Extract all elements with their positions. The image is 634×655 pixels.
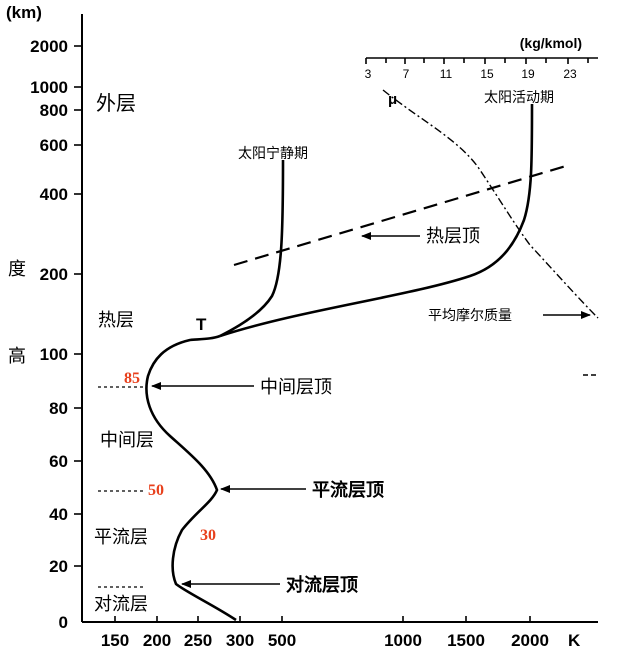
x-tick-label: 300: [226, 631, 254, 650]
y-tick-label: 800: [40, 101, 68, 120]
temperature-profile-active: [219, 103, 534, 338]
thermopause-line: [233, 164, 567, 267]
y-tick-label: 40: [49, 505, 68, 524]
layer-label-troposphere: 对流层: [94, 594, 148, 615]
thermopause-label: 热层顶: [426, 226, 480, 247]
tropopause-label: 对流层顶: [286, 574, 358, 596]
mu-symbol: μ: [388, 91, 397, 108]
mu-tick-label: 19: [521, 67, 535, 81]
x-axis-ticks: 150 200 250 300 500 1000 1500 2000: [101, 616, 549, 650]
mu-tick-label: 11: [440, 67, 453, 81]
y-tick-label: 0: [59, 613, 68, 632]
mu-tick-label: 3: [365, 67, 372, 81]
stratopause-label: 平流层顶: [312, 479, 384, 501]
x-tick-label: 150: [101, 631, 129, 650]
y-tick-label: 1000: [30, 78, 68, 97]
mu-tick-label: 7: [403, 67, 410, 81]
temperature-symbol: T: [196, 315, 207, 334]
x-tick-label: 1500: [447, 631, 485, 650]
y-tick-label: 2000: [30, 37, 68, 56]
y-tick-label: 200: [40, 265, 68, 284]
layer-label-thermosphere: 热层: [98, 310, 134, 331]
mean-molar-mass-curve: [382, 89, 599, 319]
temperature-profile-quiet: [219, 159, 285, 338]
mu-axis: 3 7 11 15 19 23 (kg/kmol): [365, 35, 598, 81]
x-axis-unit: K: [568, 631, 581, 650]
y-axis-ticks: 2000 1000 800 600 400 200 100 80 60 40 2…: [30, 37, 82, 632]
mu-axis-unit: (kg/kmol): [520, 35, 582, 51]
stratopause-height: 50: [148, 482, 164, 499]
y-axis-unit: (km): [6, 3, 42, 22]
x-tick-label: 500: [268, 631, 296, 650]
x-tick-label: 250: [184, 631, 212, 650]
tropopause-height: 30: [200, 527, 216, 544]
y-tick-label: 80: [49, 399, 68, 418]
x-tick-label: 1000: [384, 631, 422, 650]
y-tick-label: 400: [40, 185, 68, 204]
mesopause-label: 中间层顶: [260, 377, 332, 398]
layer-label-exosphere: 外层: [96, 91, 136, 115]
layer-label-stratosphere: 平流层: [94, 527, 148, 548]
y-tick-label: 60: [49, 452, 68, 471]
mean-molar-mass-label: 平均摩尔质量: [428, 307, 512, 324]
y-tick-label: 600: [40, 136, 68, 155]
mu-tick-label: 15: [480, 67, 494, 81]
mesopause-height: 85: [124, 370, 140, 387]
mu-tick-label: 23: [563, 67, 577, 81]
solar-active-label: 太阳活动期: [484, 90, 554, 106]
solar-quiet-label: 太阳宁静期: [238, 145, 308, 162]
temperature-profile-lower: [145, 334, 237, 622]
x-tick-label: 200: [143, 631, 171, 650]
y-tick-label: 20: [49, 557, 68, 576]
y-axis-label-char: 度: [8, 259, 26, 280]
x-tick-label: 2000: [511, 631, 549, 650]
y-tick-label: 100: [40, 345, 68, 364]
y-axis-label-char: 高: [8, 346, 26, 367]
layer-label-mesosphere: 中间层: [100, 430, 154, 451]
